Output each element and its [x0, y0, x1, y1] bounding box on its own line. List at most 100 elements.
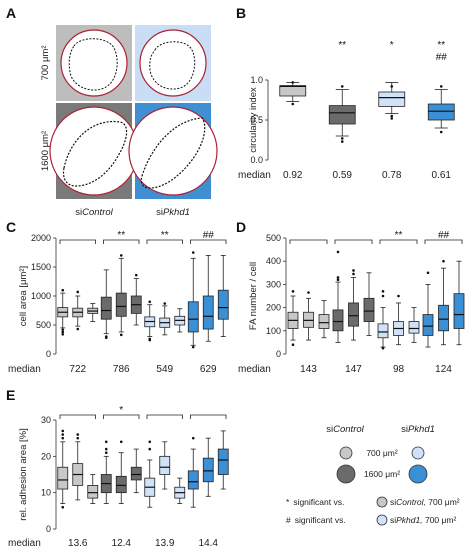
- y-tick-label: 0.0: [250, 155, 263, 165]
- box: [187, 301, 199, 333]
- cell-outline: [68, 38, 118, 91]
- col-label-pkhd1: siPkhd1: [156, 207, 190, 218]
- box: [328, 105, 356, 125]
- y-tick-label: 1.0: [250, 75, 263, 85]
- median-value: 98: [393, 364, 405, 375]
- group-bracket: [146, 414, 183, 419]
- outlier-point: [397, 294, 400, 298]
- outlier-point: [191, 251, 195, 254]
- legend-col-control: siControl: [326, 424, 364, 435]
- group-bracket: [424, 239, 463, 244]
- outlier-point: [61, 328, 65, 331]
- outlier-point: [148, 440, 152, 444]
- cell-outline: [140, 117, 206, 189]
- median-value: 629: [200, 364, 217, 375]
- outlier-point: [291, 81, 295, 84]
- panel-letter-a: A: [6, 5, 16, 21]
- y-axis-label: rel. adhesion area [%]: [18, 428, 29, 520]
- cell-outline: [62, 120, 128, 187]
- group-bracket: [103, 239, 140, 244]
- box: [217, 448, 229, 475]
- y-tick-label: 500: [36, 320, 51, 330]
- median-value: 786: [113, 364, 130, 375]
- outlier-point: [381, 290, 385, 293]
- median-value: 0.78: [382, 170, 402, 181]
- outlier-point: [148, 447, 152, 451]
- significance-marker: **: [117, 230, 125, 241]
- outlier-point: [191, 436, 195, 440]
- chart-cell-area: 0 500 1000 1500 2000 cell area [μm²] median 722…: [8, 230, 229, 375]
- median-value: 147: [345, 364, 362, 375]
- y-tick-label: 0: [46, 349, 51, 359]
- legend-swatch-pkhd1-700: [411, 446, 425, 460]
- group-bracket: [190, 239, 227, 244]
- significance-marker: ##: [438, 230, 450, 241]
- outlier-point: [439, 130, 443, 134]
- outlier-point: [291, 102, 295, 106]
- outlier-point: [76, 327, 80, 331]
- group-bracket: [190, 414, 227, 419]
- outlier-point: [340, 140, 344, 143]
- row-label-700: 700 μm²: [40, 45, 51, 80]
- legend-swatch-pkhd1-1600: [408, 464, 428, 484]
- outlier-point: [61, 429, 65, 433]
- box: [363, 297, 375, 322]
- median-row-label: median: [238, 170, 271, 181]
- significance-marker: **: [338, 40, 346, 51]
- significance-marker: ##: [203, 230, 215, 241]
- legend-note-hash-ref: siPkhd1, 700 μm²: [390, 515, 456, 525]
- box: [87, 484, 99, 499]
- legend-row-1600: 1600 μm²: [364, 469, 400, 479]
- outlier-point: [163, 302, 167, 305]
- panel-letter-c: C: [6, 219, 16, 235]
- y-tick-label: 2000: [31, 233, 51, 243]
- outlier-point: [61, 288, 65, 292]
- box: [427, 103, 455, 121]
- y-axis-label: cell area [μm²]: [18, 266, 29, 326]
- outlier-point: [119, 440, 123, 444]
- outlier-point: [352, 269, 355, 272]
- outlier-point: [307, 291, 310, 294]
- y-tick-label: 200: [266, 303, 281, 313]
- chart-fa-number: 0 100 200 300 400 500 FA number / cell median 14…: [238, 230, 465, 375]
- outlier-point: [291, 343, 295, 347]
- y-tick-label: 1500: [31, 262, 51, 272]
- box: [217, 289, 229, 320]
- legend: siControl siPkhd1 700 μm² 1600 μm² * sign…: [286, 424, 460, 526]
- outlier-point: [381, 346, 385, 350]
- median-value: 12.4: [112, 538, 132, 549]
- box: [115, 292, 127, 317]
- outlier-point: [390, 114, 394, 118]
- box: [377, 323, 389, 339]
- median-value: 0.92: [283, 170, 303, 181]
- median-row-label: median: [8, 364, 41, 375]
- chart-circularity: 0.0 0.5 1.0 circularity index median 0.92 ** 0.…: [238, 40, 455, 181]
- significance-marker: *: [390, 40, 394, 51]
- outlier-point: [340, 137, 344, 140]
- y-tick-label: 500: [266, 233, 281, 243]
- box: [100, 296, 112, 320]
- y-tick-label: 1000: [31, 291, 51, 301]
- legend-swatch-control-700: [339, 446, 353, 460]
- box: [202, 457, 214, 483]
- box: [453, 293, 465, 329]
- y-tick-label: 10: [41, 488, 51, 498]
- outlier-point: [61, 433, 65, 436]
- outlier-point: [119, 254, 123, 257]
- legend-note-star-ref: siControl, 700 μm²: [390, 497, 460, 507]
- y-tick-label: 0.5: [250, 115, 263, 125]
- significance-marker: **: [161, 230, 169, 241]
- panel-a-images: [49, 25, 218, 199]
- outlier-point: [352, 272, 355, 276]
- legend-note-hash: # significant vs.: [286, 515, 346, 525]
- pattern-circle: [49, 106, 139, 196]
- y-axis-label: FA number / cell: [248, 262, 259, 330]
- box: [130, 466, 142, 481]
- median-value: 124: [435, 364, 452, 375]
- outlier-point: [336, 250, 340, 254]
- pattern-circle: [128, 106, 218, 196]
- median-value: 549: [156, 364, 173, 375]
- y-axis-label: circularity index: [248, 87, 259, 153]
- outlier-point: [134, 273, 138, 277]
